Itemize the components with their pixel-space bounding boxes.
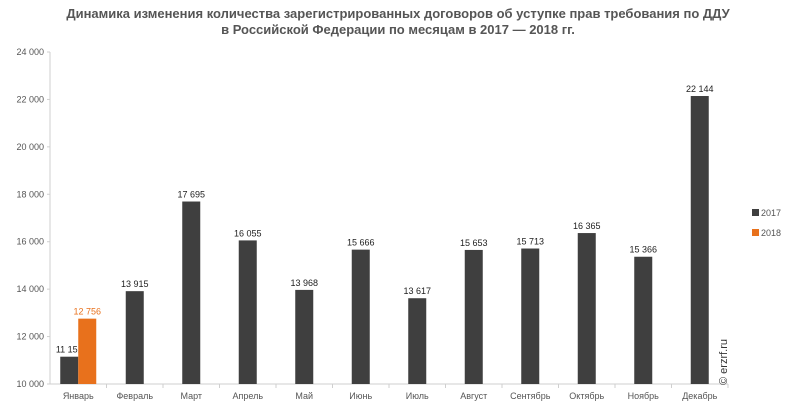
data-label-2017: 11 151 [56, 345, 83, 355]
y-tick-label: 10 000 [16, 379, 44, 389]
y-tick-label: 18 000 [16, 189, 44, 199]
x-tick-label: Март [180, 391, 202, 401]
bars: 11 151 12 756 13 915 17 695 16 055 13 968 15 6… [56, 84, 714, 384]
y-tick-label: 12 000 [16, 332, 44, 342]
data-label-2017: 15 366 [629, 245, 657, 255]
data-label-2017: 16 055 [234, 228, 262, 238]
legend-swatch-2017 [752, 209, 759, 216]
legend-label-2018: 2018 [761, 228, 781, 238]
bar-2017 [464, 249, 483, 384]
watermark: © erzrf.ru [718, 339, 730, 385]
data-label-2017: 13 617 [403, 286, 431, 296]
bar-2017 [521, 248, 540, 384]
data-label-2017: 17 695 [177, 190, 205, 200]
y-tick-label: 22 000 [16, 94, 44, 104]
data-label-2017: 16 365 [573, 221, 601, 231]
x-tick-label: Август [460, 391, 487, 401]
x-tick-label: Июнь [349, 391, 372, 401]
bar-2017 [182, 201, 201, 384]
x-tick-label: Октябрь [569, 391, 604, 401]
data-label-2017: 15 666 [347, 238, 375, 248]
chart-title-line-2: в Российской Федерации по месяцам в 2017… [221, 22, 575, 37]
x-tick-label: Январь [63, 391, 94, 401]
bar-2017 [408, 298, 427, 384]
bar-2017 [690, 96, 709, 384]
x-tick-label: Ноябрь [628, 391, 660, 401]
x-tick-label: Май [295, 391, 313, 401]
bar-2018 [78, 318, 97, 384]
y-tick-label: 24 000 [16, 47, 44, 57]
bar-2017 [577, 233, 596, 384]
y-tick-label: 14 000 [16, 284, 44, 294]
legend-label-2017: 2017 [761, 208, 781, 218]
x-tick-label: Декабрь [682, 391, 717, 401]
x-tick-label: Июль [406, 391, 429, 401]
y-tick-label: 16 000 [16, 237, 44, 247]
y-tick-label: 20 000 [16, 142, 44, 152]
data-label-2017: 13 968 [290, 278, 318, 288]
bar-2017 [295, 289, 314, 384]
axes: 10 000 12 000 14 000 16 000 18 000 20 000 22 0… [16, 47, 729, 401]
data-label-2017: 15 713 [516, 237, 544, 247]
x-tick-label: Февраль [116, 391, 153, 401]
x-tick-label: Сентябрь [510, 391, 551, 401]
data-label-2017: 22 144 [686, 84, 714, 94]
bar-2017 [60, 356, 79, 384]
bar-2017 [351, 249, 370, 384]
bar-2017 [238, 240, 257, 384]
bar-2017 [634, 256, 653, 384]
data-label-2017: 15 653 [460, 238, 488, 248]
legend-swatch-2018 [752, 229, 759, 236]
legend: 2017 2018 [752, 208, 781, 238]
bar-2017 [125, 291, 144, 384]
data-label-2018: 12 756 [73, 307, 101, 317]
chart-title-line-1: Динамика изменения количества зарегистри… [66, 6, 730, 21]
data-label-2017: 13 915 [121, 279, 149, 289]
x-tick-label: Апрель [232, 391, 263, 401]
